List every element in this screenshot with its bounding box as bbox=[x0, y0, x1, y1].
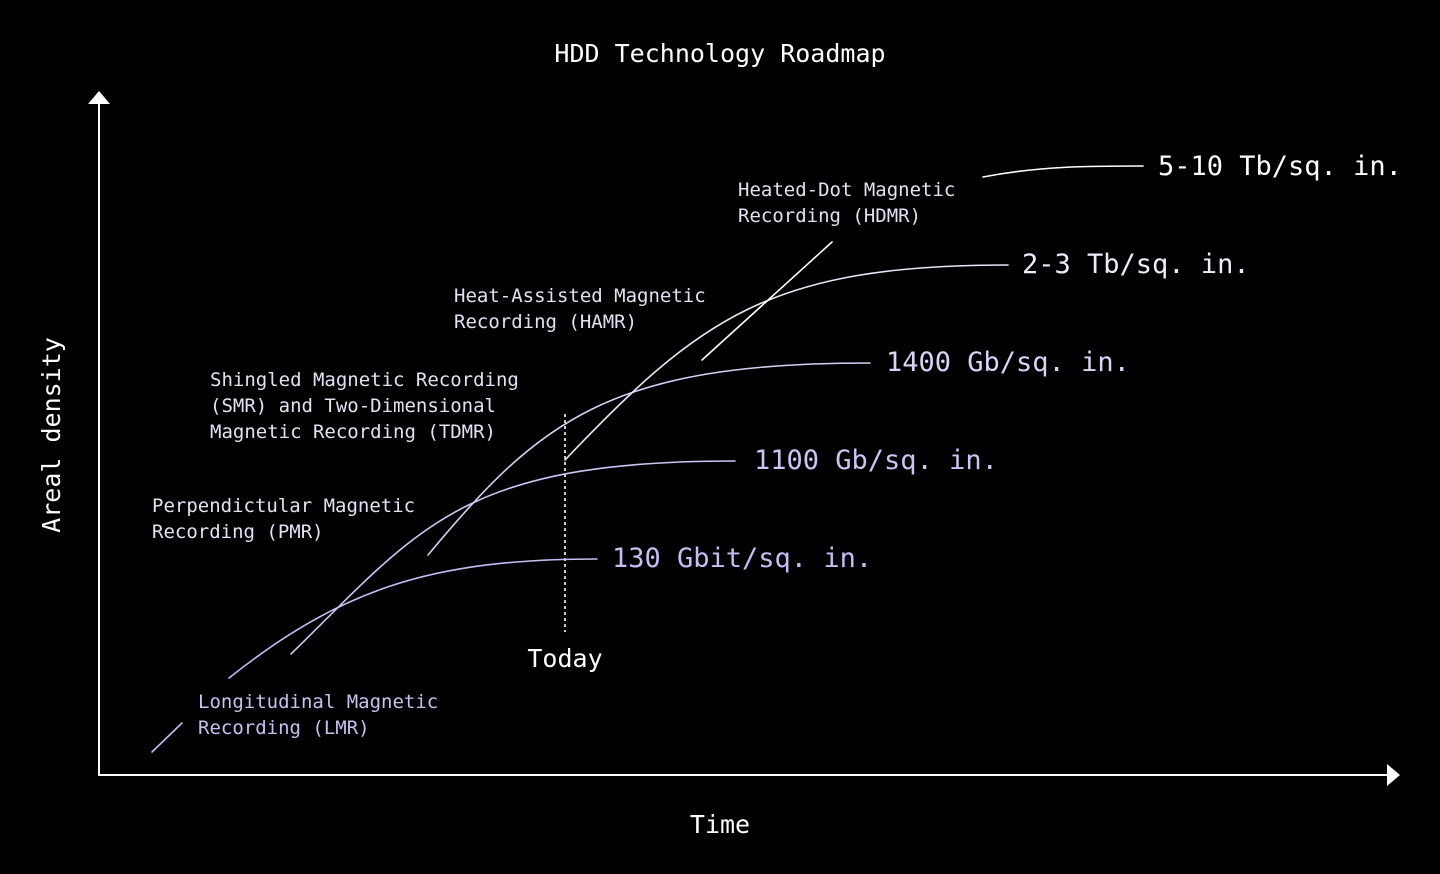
y-axis-label: Areal density bbox=[37, 337, 66, 533]
y-axis-arrow-icon bbox=[88, 91, 110, 104]
pmr-density-label: 1100 Gb/sq. in. bbox=[754, 445, 998, 476]
hdmr-density-label: 5-10 Tb/sq. in. bbox=[1158, 151, 1402, 182]
smr-curve bbox=[427, 362, 871, 556]
hamr-curve bbox=[564, 264, 1009, 461]
pmr-curve bbox=[290, 460, 736, 655]
today-label: Today bbox=[527, 644, 602, 673]
smr-tdmr-label: Shingled Magnetic Recording (SMR) and Tw… bbox=[210, 369, 530, 443]
hdmr-label: Heated-Dot Magnetic Recording (HDMR) bbox=[738, 179, 967, 227]
hamr-label: Heat-Assisted Magnetic Recording (HAMR) bbox=[454, 285, 717, 333]
x-axis-label: Time bbox=[690, 810, 750, 839]
lmr-lead-line bbox=[151, 722, 183, 753]
x-axis-arrow-icon bbox=[1387, 764, 1400, 786]
pmr-label: Perpendictular Magnetic Recording (PMR) bbox=[152, 495, 427, 543]
axes bbox=[88, 91, 1400, 786]
hamr-density-label: 2-3 Tb/sq. in. bbox=[1022, 249, 1250, 280]
diagram-title: HDD Technology Roadmap bbox=[554, 39, 885, 68]
lmr-label: Longitudinal Magnetic Recording (LMR) bbox=[198, 691, 450, 739]
lmr-density-label: 130 Gbit/sq. in. bbox=[612, 543, 872, 574]
lmr-curve bbox=[228, 558, 598, 679]
technology-curves bbox=[151, 165, 1144, 753]
hdmr-lead-line bbox=[701, 241, 833, 361]
smr-density-label: 1400 Gb/sq. in. bbox=[886, 347, 1130, 378]
hdmr-curve bbox=[982, 165, 1144, 178]
